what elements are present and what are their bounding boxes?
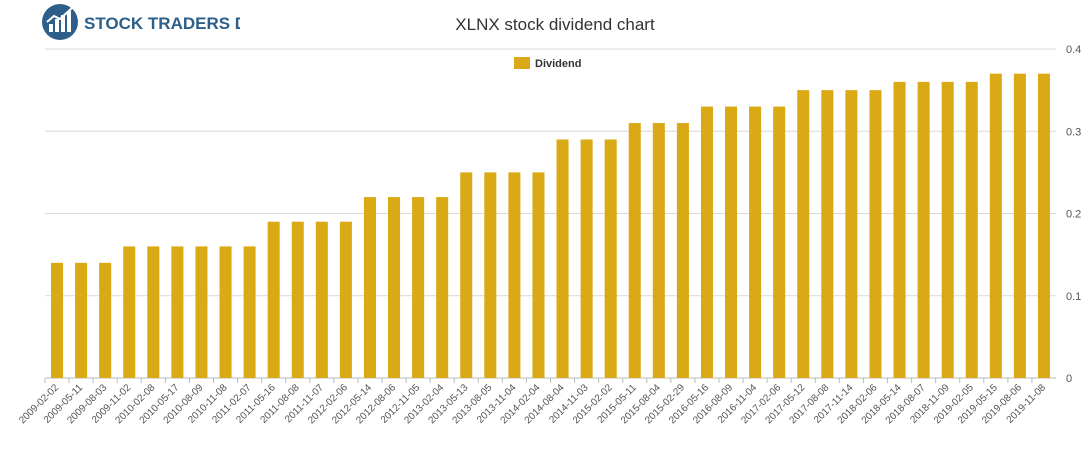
- bar[interactable]: [580, 139, 593, 378]
- bar[interactable]: [917, 81, 930, 379]
- bar-layer: [51, 73, 1050, 379]
- y-tick-label: 0: [1066, 373, 1072, 385]
- bar[interactable]: [219, 246, 232, 378]
- bar[interactable]: [725, 106, 738, 378]
- brand-logo[interactable]: STOCK TRADERS DAILY: [40, 2, 240, 42]
- bar[interactable]: [869, 90, 882, 378]
- bar[interactable]: [1013, 73, 1026, 379]
- bar[interactable]: [363, 197, 376, 378]
- bar[interactable]: [412, 197, 425, 378]
- bar[interactable]: [893, 81, 906, 379]
- y-tick-label: 0.4: [1066, 44, 1081, 56]
- bar[interactable]: [989, 73, 1002, 379]
- legend-label: Dividend: [535, 58, 581, 70]
- bar[interactable]: [460, 172, 473, 378]
- bar[interactable]: [436, 197, 449, 378]
- y-axis-ticks: 0 0.1 0.2 0.3 0.4: [1066, 44, 1081, 385]
- y-tick-label: 0.3: [1066, 126, 1081, 138]
- bar[interactable]: [171, 246, 184, 378]
- bar[interactable]: [267, 221, 280, 378]
- bar[interactable]: [243, 246, 256, 378]
- y-tick-label: 0.1: [1066, 291, 1081, 303]
- bar[interactable]: [195, 246, 208, 378]
- bar[interactable]: [147, 246, 160, 378]
- y-tick-label: 0.2: [1066, 209, 1081, 221]
- legend: Dividend: [514, 57, 581, 70]
- bar[interactable]: [508, 172, 521, 378]
- bar[interactable]: [773, 106, 786, 378]
- bar[interactable]: [339, 221, 352, 378]
- bar[interactable]: [291, 221, 304, 378]
- bar[interactable]: [941, 81, 954, 379]
- bar[interactable]: [628, 123, 641, 379]
- bar[interactable]: [1037, 73, 1050, 379]
- bar[interactable]: [965, 81, 978, 379]
- bar[interactable]: [556, 139, 569, 378]
- bar[interactable]: [484, 172, 497, 378]
- bar[interactable]: [75, 262, 88, 378]
- bar[interactable]: [652, 123, 665, 379]
- bar[interactable]: [797, 90, 810, 378]
- bar[interactable]: [388, 197, 401, 378]
- brand-name: STOCK TRADERS DAILY: [84, 14, 240, 33]
- bar[interactable]: [821, 90, 834, 378]
- bar[interactable]: [532, 172, 545, 378]
- bar[interactable]: [845, 90, 858, 378]
- bar[interactable]: [676, 123, 689, 379]
- bar[interactable]: [99, 262, 112, 378]
- logo-emblem-icon: [42, 4, 78, 40]
- chart-title: XLNX stock dividend chart: [455, 15, 655, 34]
- bar[interactable]: [749, 106, 762, 378]
- bar[interactable]: [51, 262, 64, 378]
- x-axis-ticks: 2009-02-022009-05-112009-08-032009-11-02…: [17, 378, 1048, 426]
- bar[interactable]: [315, 221, 328, 378]
- bar[interactable]: [123, 246, 136, 378]
- legend-swatch: [514, 57, 530, 69]
- bar[interactable]: [604, 139, 617, 378]
- bar[interactable]: [700, 106, 713, 378]
